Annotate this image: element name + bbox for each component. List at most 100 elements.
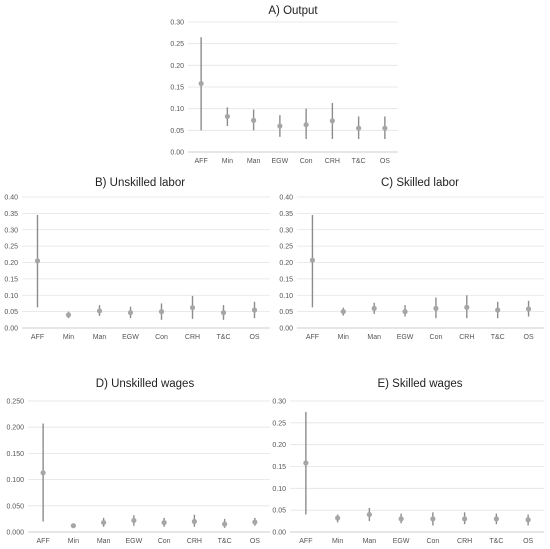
y-tick-label: 0.10	[4, 293, 18, 300]
y-tick-label: 0.10	[272, 486, 286, 493]
x-tick-label: Min	[222, 158, 233, 165]
data-point	[329, 118, 335, 124]
x-tick-label: AFF	[306, 334, 319, 341]
x-tick-label: T&C	[218, 538, 232, 545]
x-tick-label: OS	[523, 538, 533, 545]
data-point	[335, 515, 341, 521]
data-point	[222, 521, 228, 527]
y-tick-label: 0.200	[6, 425, 24, 432]
x-tick-label: CRH	[325, 158, 340, 165]
data-point	[252, 519, 258, 525]
x-tick-label: Man	[93, 334, 107, 341]
data-point	[525, 306, 532, 312]
x-tick-label: Man	[247, 158, 261, 165]
x-tick-label: Man	[367, 334, 381, 341]
y-tick-label: 0.40	[279, 195, 293, 202]
data-point	[101, 519, 107, 526]
y-tick-label: 0.20	[279, 260, 293, 267]
data-point	[251, 307, 258, 313]
x-tick-label: T&C	[489, 538, 503, 545]
data-point	[251, 117, 257, 123]
y-tick-label: 0.150	[6, 451, 24, 458]
x-tick-label: T&C	[352, 158, 366, 165]
data-point	[303, 460, 309, 466]
data-point	[356, 125, 362, 131]
y-tick-label: 0.100	[6, 477, 24, 484]
y-tick-label: 0.20	[4, 260, 18, 267]
x-tick-label: EGW	[272, 158, 289, 165]
y-tick-label: 0.35	[4, 211, 18, 218]
x-tick-label: AFF	[31, 334, 44, 341]
x-tick-label: OS	[249, 334, 259, 341]
panel-title: D) Unskilled wages	[96, 378, 195, 390]
x-tick-label: AFF	[299, 538, 312, 545]
data-point	[189, 305, 196, 311]
x-tick-label: Min	[63, 334, 74, 341]
y-tick-label: 0.00	[4, 326, 18, 333]
x-tick-label: Con	[426, 538, 439, 545]
data-point	[340, 309, 346, 315]
x-tick-label: T&C	[217, 334, 231, 341]
x-tick-label: Con	[158, 538, 171, 545]
data-point	[462, 516, 468, 522]
data-point	[191, 518, 197, 525]
data-point	[158, 309, 165, 315]
data-point	[402, 309, 408, 315]
x-tick-label: Con	[430, 334, 443, 341]
y-tick-label: 0.30	[272, 399, 286, 406]
y-tick-label: 0.20	[272, 442, 286, 449]
data-point	[433, 305, 439, 311]
y-tick-label: 0.30	[279, 227, 293, 234]
data-point	[495, 307, 501, 313]
y-tick-label: 0.05	[4, 309, 18, 316]
x-tick-label: Man	[363, 538, 377, 545]
x-tick-label: T&C	[491, 334, 505, 341]
x-tick-label: CRH	[185, 334, 200, 341]
data-point	[40, 470, 46, 476]
y-tick-label: 0.30	[4, 227, 18, 234]
data-point	[70, 523, 76, 529]
y-tick-label: 0.05	[279, 309, 293, 316]
x-tick-label: Min	[338, 334, 349, 341]
x-tick-label: Min	[68, 538, 79, 545]
y-tick-label: 0.05	[170, 128, 184, 135]
y-tick-label: 0.10	[279, 293, 293, 300]
y-tick-label: 0.05	[272, 508, 286, 515]
data-point	[430, 516, 436, 522]
panel-title: A) Output	[268, 5, 318, 17]
y-tick-label: 0.10	[170, 106, 184, 113]
x-tick-label: EGW	[393, 538, 410, 545]
data-point	[309, 257, 316, 263]
y-tick-label: 0.25	[4, 244, 18, 251]
data-point	[371, 305, 377, 311]
panel-title: E) Skilled wages	[377, 378, 462, 390]
x-tick-label: AFF	[37, 538, 50, 545]
panel-b: B) Unskilled labor 0.00 0.05 0.10 0.15 0.20 0.…	[4, 177, 270, 341]
x-tick-label: EGW	[397, 334, 414, 341]
x-tick-label: OS	[524, 334, 534, 341]
panel-c: C) Skilled labor 0.00 0.05 0.10 0.15 0.20 0.25…	[279, 177, 544, 341]
data-point	[161, 519, 167, 526]
panel-a: A) Output 0.00 0.05 0.10 0.15 0.20 0.25 0.30 AFF…	[170, 5, 398, 165]
x-tick-label: Min	[332, 538, 343, 545]
data-point	[398, 516, 404, 522]
y-tick-label: 0.25	[279, 244, 293, 251]
y-tick-label: 0.15	[170, 85, 184, 92]
y-tick-label: 0.15	[4, 276, 18, 283]
y-tick-label: 0.30	[170, 20, 184, 27]
panel-e: E) Skilled wages 0.00 0.05 0.10 0.15 0.20 0.25…	[272, 378, 544, 545]
data-point	[131, 517, 137, 524]
x-tick-label: CRH	[457, 538, 472, 545]
y-tick-label: 0.25	[170, 41, 184, 48]
x-tick-label: EGW	[122, 334, 139, 341]
y-tick-label: 0.15	[279, 276, 293, 283]
data-point	[366, 511, 372, 518]
y-tick-label: 0.25	[272, 420, 286, 427]
x-tick-label: OS	[380, 158, 390, 165]
y-tick-label: 0.050	[6, 503, 24, 510]
x-tick-label: CRH	[459, 334, 474, 341]
x-tick-label: CRH	[187, 538, 202, 545]
y-tick-label: 0.15	[272, 464, 286, 471]
